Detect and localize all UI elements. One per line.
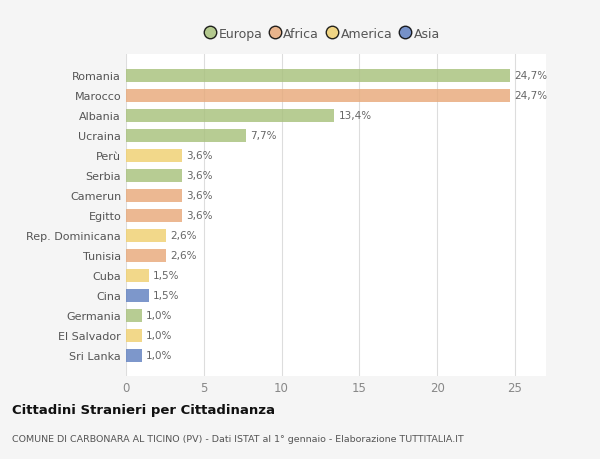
Bar — [126, 110, 334, 123]
Text: COMUNE DI CARBONARA AL TICINO (PV) - Dati ISTAT al 1° gennaio - Elaborazione TUT: COMUNE DI CARBONARA AL TICINO (PV) - Dat… — [12, 434, 464, 442]
Text: 3,6%: 3,6% — [186, 191, 212, 201]
Bar — [126, 169, 182, 182]
Bar — [126, 289, 149, 302]
Bar — [126, 269, 149, 282]
Bar — [126, 70, 510, 83]
Text: 1,0%: 1,0% — [145, 310, 172, 320]
Legend: Europa, Africa, America, Asia: Europa, Africa, America, Asia — [202, 23, 445, 46]
Text: 7,7%: 7,7% — [250, 131, 276, 141]
Bar — [126, 349, 142, 362]
Text: 2,6%: 2,6% — [170, 251, 197, 261]
Bar — [126, 189, 182, 202]
Text: 24,7%: 24,7% — [514, 71, 547, 81]
Text: Cittadini Stranieri per Cittadinanza: Cittadini Stranieri per Cittadinanza — [12, 403, 275, 416]
Text: 2,6%: 2,6% — [170, 231, 197, 241]
Text: 1,5%: 1,5% — [153, 291, 180, 301]
Text: 1,5%: 1,5% — [153, 270, 180, 280]
Text: 1,0%: 1,0% — [145, 330, 172, 340]
Bar — [126, 249, 166, 262]
Text: 24,7%: 24,7% — [514, 91, 547, 101]
Text: 1,0%: 1,0% — [145, 350, 172, 360]
Text: 13,4%: 13,4% — [338, 111, 371, 121]
Bar — [126, 129, 246, 142]
Bar — [126, 229, 166, 242]
Text: 3,6%: 3,6% — [186, 211, 212, 221]
Bar — [126, 90, 510, 102]
Bar — [126, 309, 142, 322]
Bar — [126, 329, 142, 342]
Bar — [126, 150, 182, 162]
Text: 3,6%: 3,6% — [186, 151, 212, 161]
Bar — [126, 209, 182, 222]
Text: 3,6%: 3,6% — [186, 171, 212, 181]
